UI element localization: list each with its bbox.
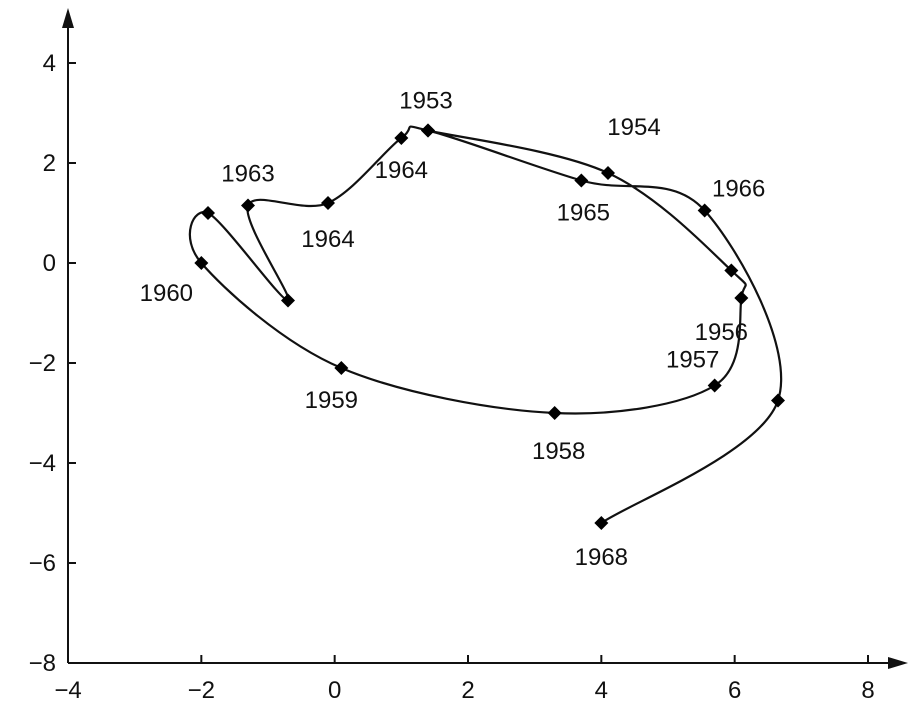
data-point-marker: [241, 198, 255, 213]
data-point-marker: [707, 378, 722, 393]
series: [188, 125, 783, 524]
data-point-marker: [201, 206, 215, 220]
y-tick-label: −8: [29, 650, 56, 677]
data-point-marker: [574, 173, 589, 188]
x-tick-label: 0: [328, 677, 341, 704]
data-point-marker: [421, 123, 435, 138]
point-label: 1964: [301, 226, 354, 253]
point-label: 1968: [575, 544, 628, 571]
y-tick-label: −2: [29, 350, 56, 377]
point-label: 1965: [557, 200, 610, 227]
point-label: 1964: [375, 157, 428, 184]
x-tick-label: −4: [54, 677, 81, 704]
y-tick-label: 0: [43, 250, 56, 277]
x-tick-label: 6: [728, 677, 741, 704]
point-label: 1966: [712, 176, 765, 203]
x-tick-label: 4: [595, 677, 608, 704]
data-point-marker: [601, 166, 615, 180]
data-point-marker: [771, 393, 785, 408]
data-point-marker: [334, 361, 349, 375]
data-point-marker: [281, 293, 295, 308]
y-axis-arrow: [62, 8, 74, 28]
data-point-marker: [594, 516, 609, 530]
x-tick-label: 2: [461, 677, 474, 704]
ticks: −4 −2 0 2 4 6 8 4 2 0 −2 −4 −6 −8: [29, 50, 875, 704]
data-point-marker: [547, 406, 562, 420]
y-tick-label: −4: [29, 450, 56, 477]
point-label: 1960: [140, 280, 193, 307]
trajectory-line: [188, 125, 783, 524]
point-label: 1958: [532, 438, 585, 465]
data-point-marker: [194, 256, 209, 270]
data-point-marker: [724, 263, 739, 278]
data-point-marker: [734, 291, 749, 305]
x-tick-label: 8: [861, 677, 874, 704]
point-label: 1957: [666, 347, 719, 374]
y-tick-label: 2: [43, 150, 56, 177]
y-tick-label: 4: [43, 50, 56, 77]
axes: [62, 8, 908, 669]
point-label: 1954: [607, 114, 660, 141]
data-point-marker: [394, 131, 409, 145]
y-tick-label: −6: [29, 550, 56, 577]
x-tick-label: −2: [188, 677, 215, 704]
markers: [194, 123, 785, 530]
point-label: 1963: [221, 161, 274, 188]
point-label: 1953: [399, 88, 452, 115]
x-axis-arrow: [888, 657, 908, 669]
point-label: 1959: [305, 387, 358, 414]
point-label: 1956: [695, 319, 748, 346]
data-point-marker: [697, 203, 712, 218]
data-point-marker: [321, 196, 335, 210]
